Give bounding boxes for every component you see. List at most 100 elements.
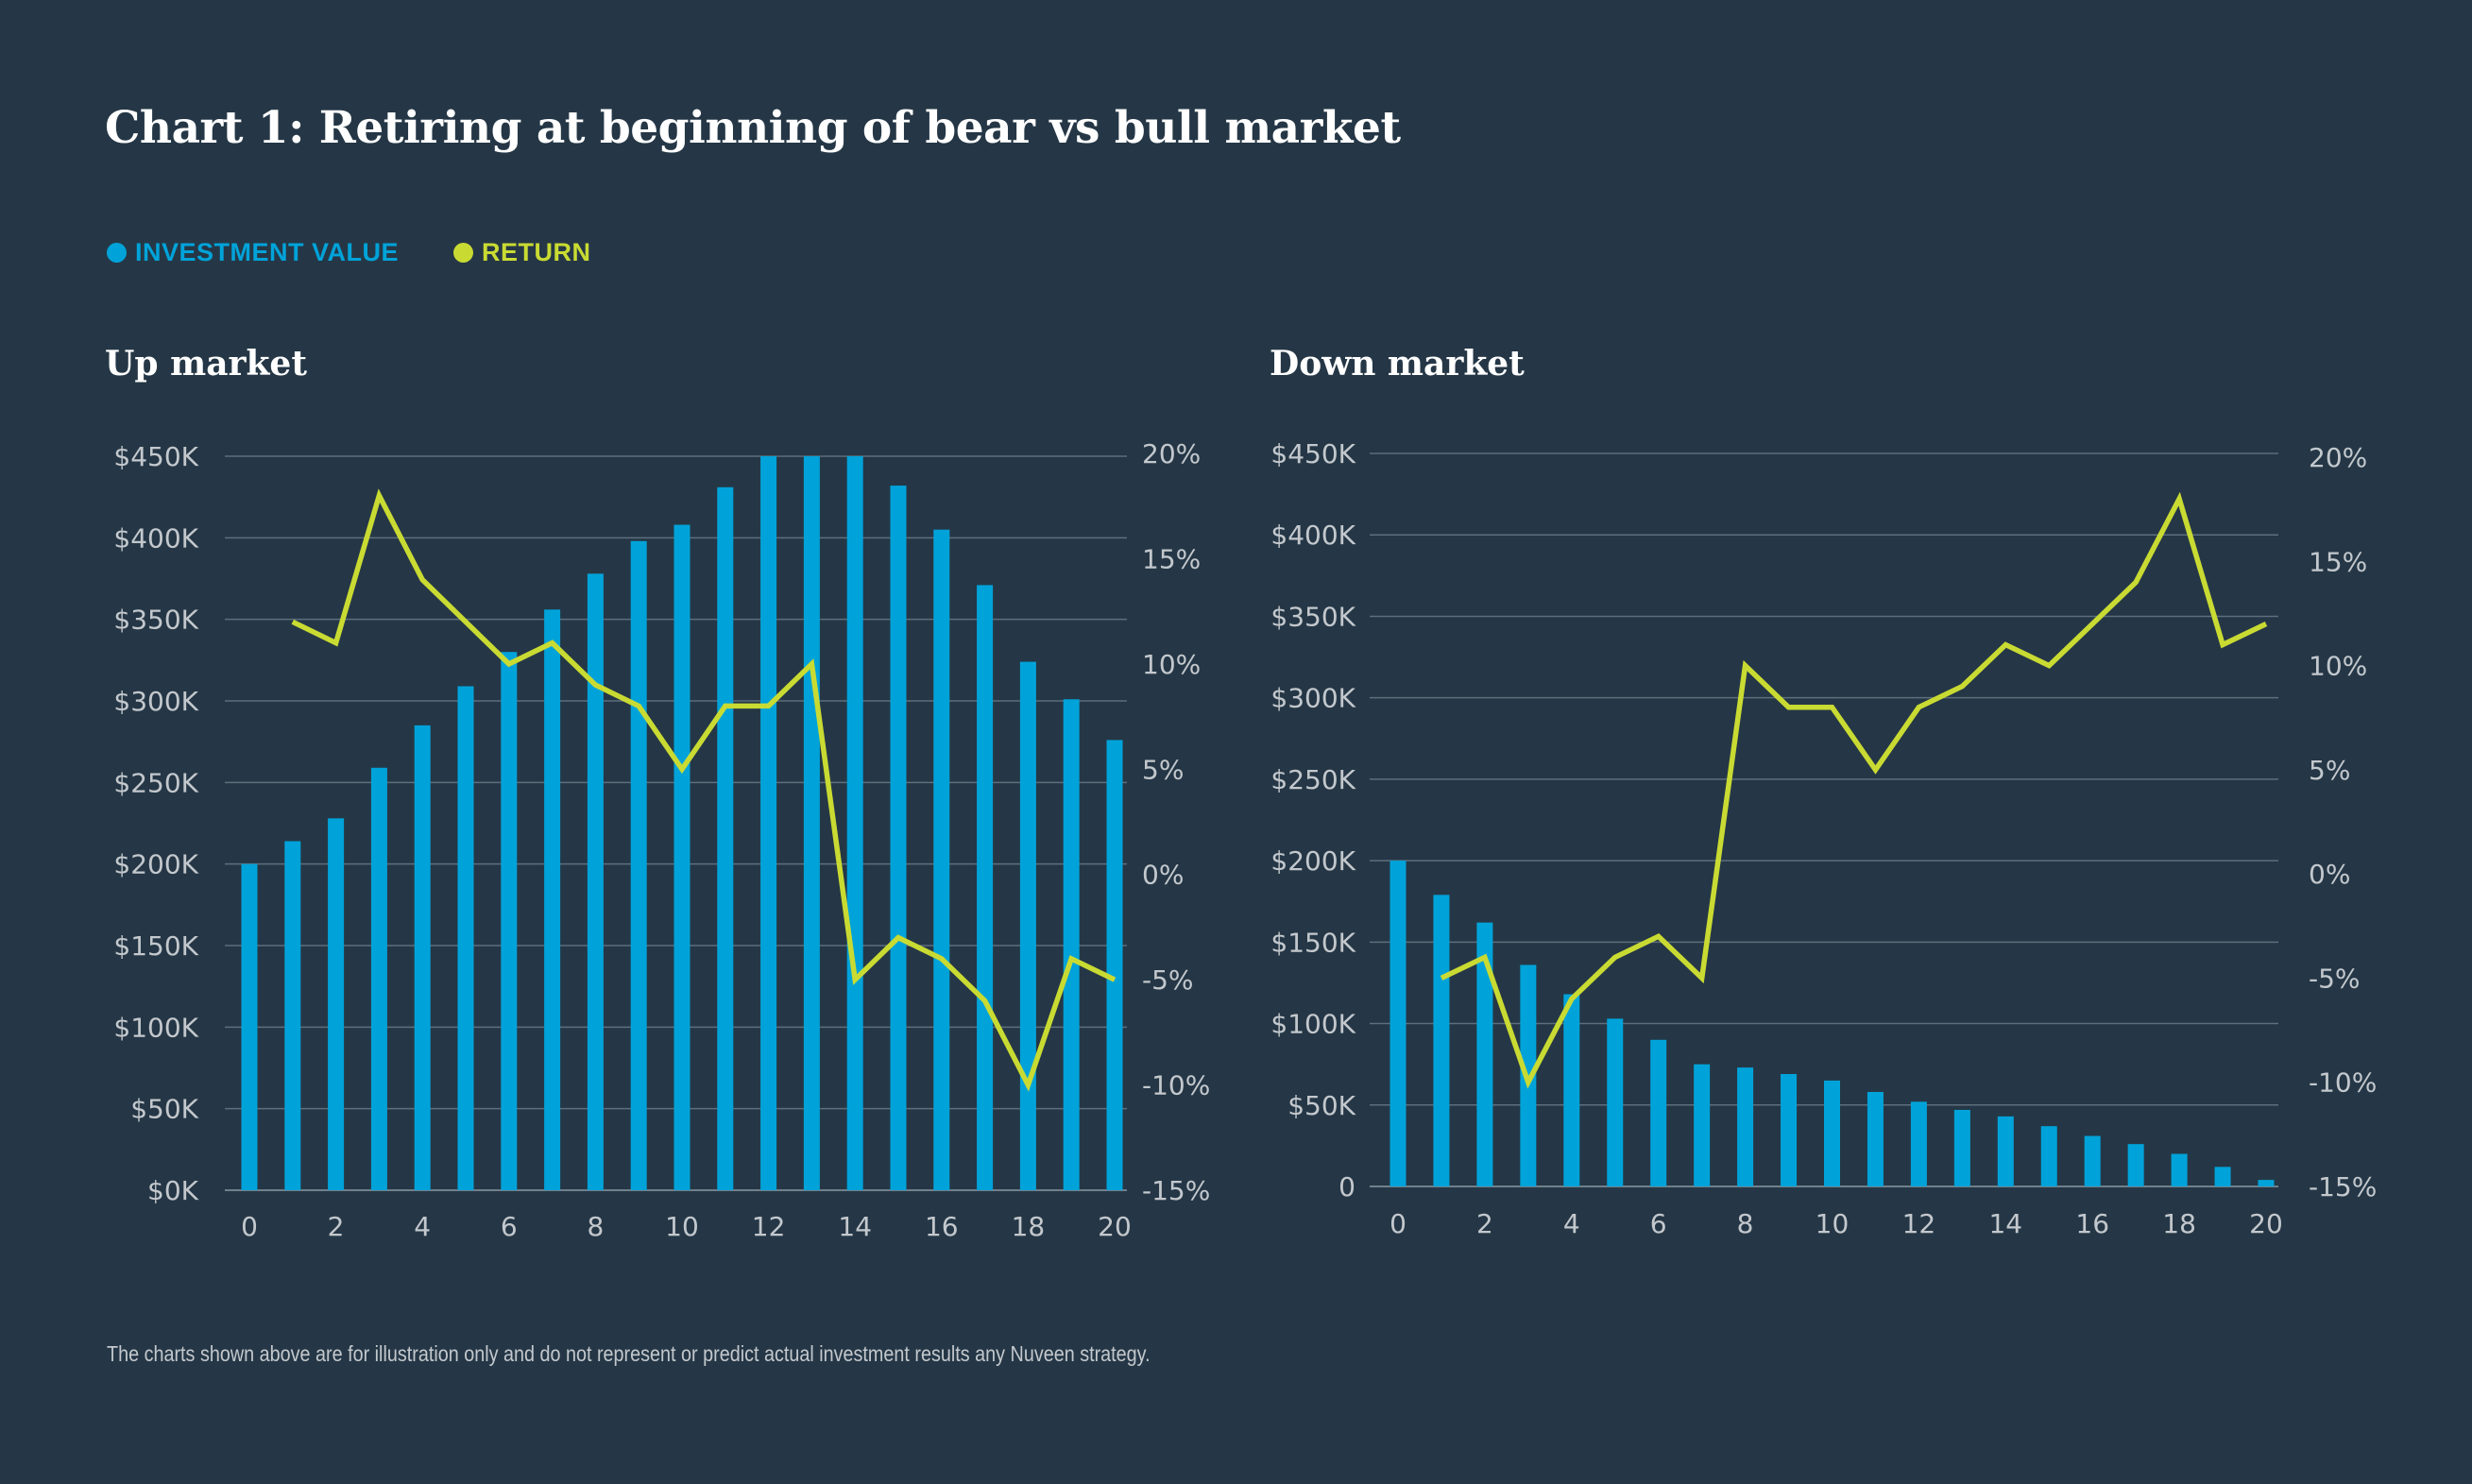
down-market-x-tick-label: 4 [1563,1208,1580,1239]
down-market-x-tick-label: 20 [2249,1208,2283,1239]
down-market-investment-bar [2127,1144,2144,1186]
up-market-investment-bar [717,486,734,1190]
up-market-investment-bar [328,818,345,1190]
up-market-x-tick-label: 14 [838,1211,872,1242]
up-market-y2-tick-label: 20% [1142,438,1201,469]
down-market-investment-bar [1694,1064,1711,1186]
up-market-y-tick-label: $50K [130,1094,198,1125]
up-market-y-tick-label: $200K [113,849,198,880]
up-market-investment-bar [1063,699,1080,1190]
up-market-investment-bar [241,863,258,1190]
down-market-x-tick-label: 6 [1650,1208,1667,1239]
down-market-y-tick-label: 0 [1338,1171,1355,1203]
up-market-x-tick-label: 0 [241,1211,258,1242]
up-market-y-tick-label: $250K [113,767,198,798]
up-market-y2-tick-label: -15% [1142,1175,1210,1206]
up-market-x-tick-label: 2 [328,1211,345,1242]
footnote: The charts shown above are for illustrat… [107,1341,1151,1366]
down-market-x-tick-label: 2 [1476,1208,1493,1239]
investment-value-dot-icon [107,243,127,263]
legend-label-return: RETURN [482,238,591,266]
up-market-investment-bar [501,652,518,1190]
down-market-investment-bar [2084,1135,2101,1186]
down-market-x-tick-label: 10 [1816,1208,1850,1239]
up-market-investment-bar [977,585,994,1190]
legend-item-return: RETURN [453,238,591,267]
up-market-y2-tick-label: -5% [1142,964,1194,996]
down-market-x-tick-label: 16 [2075,1208,2109,1239]
up-market-x-tick-label: 8 [587,1211,604,1242]
up-market-return-line [291,488,1117,1092]
down-market-investment-bar [1781,1074,1798,1186]
down-market-investment-bar [1563,994,1580,1186]
up-market-x-tick-label: 12 [752,1211,786,1242]
down-market-y2-tick-label: -10% [2309,1067,2377,1099]
down-market-y2-tick-label: 5% [2309,755,2350,786]
down-market-y-tick-label: $100K [1270,1009,1355,1040]
up-market-investment-bar [284,841,301,1190]
down-market-y2-tick-label: 0% [2309,859,2350,890]
up-market-y-tick-label: $350K [113,605,198,636]
down-market-investment-bar [1997,1116,2014,1186]
down-market-investment-bar [2258,1180,2275,1186]
up-market-investment-bar [370,767,387,1190]
up-market-x-tick-label: 6 [501,1211,518,1242]
up-market-y2-tick-label: 15% [1142,543,1201,574]
up-market-y-tick-label: $100K [113,1012,198,1043]
up-market-x-tick-label: 10 [665,1211,699,1242]
up-market-x-tick-label: 4 [414,1211,431,1242]
down-market-y2-tick-label: -5% [2309,963,2361,994]
down-market-investment-bar [1389,861,1406,1186]
legend-item-investment-value: INVESTMENT VALUE [107,238,399,267]
up-market-y-tick-label: $0K [147,1175,199,1206]
down-market-y2-tick-label: 20% [2309,442,2367,473]
down-market-y-tick-label: $50K [1287,1090,1355,1121]
up-market-investment-bar [846,456,863,1190]
up-market-investment-bar [630,540,647,1190]
up-market-title: Up market [105,344,307,384]
up-market-investment-bar [890,486,907,1190]
up-market-investment-bar [803,456,820,1190]
up-market-x-tick-label: 18 [1012,1211,1046,1242]
up-market-investment-bar [587,573,604,1190]
down-market-y-tick-label: $200K [1270,845,1355,877]
up-market-y-tick-label: $450K [113,441,198,472]
down-market-x-tick-label: 12 [1902,1208,1936,1239]
down-market-x-tick-label: 14 [1988,1208,2022,1239]
down-market-investment-bar [1607,1018,1624,1186]
down-market-return-line [1440,491,2268,1089]
up-market-y2-tick-label: -10% [1142,1070,1210,1101]
down-market-investment-bar [1953,1109,1970,1186]
down-market-y2-tick-label: -15% [2309,1171,2377,1203]
down-market-title: Down market [1270,344,1525,384]
up-market-x-tick-label: 16 [925,1211,959,1242]
down-market-y2-tick-label: 15% [2309,546,2367,577]
down-market-investment-bar [1867,1091,1884,1186]
up-market-y2-tick-label: 10% [1142,649,1201,680]
down-market-investment-bar [1433,895,1450,1186]
down-market-investment-bar [1476,922,1493,1186]
down-market-y-tick-label: $350K [1270,601,1355,632]
down-market-x-tick-label: 0 [1389,1208,1406,1239]
down-market-y-tick-label: $150K [1270,927,1355,958]
down-market-y-tick-label: $450K [1270,438,1355,469]
return-dot-icon [453,243,474,263]
down-market-y-tick-label: $400K [1270,520,1355,551]
down-market-investment-bar [2214,1167,2231,1186]
up-market-investment-bar [457,686,474,1190]
up-market-investment-bar [544,609,561,1190]
down-market-investment-bar [1650,1039,1667,1186]
up-market-x-tick-label: 20 [1098,1211,1132,1242]
down-market-x-tick-label: 8 [1737,1208,1754,1239]
up-market-investment-bar [414,725,431,1190]
down-market-investment-bar [1910,1101,1927,1186]
down-market-x-tick-label: 18 [2162,1208,2196,1239]
up-market-investment-bar [1019,661,1036,1190]
up-market-y-tick-label: $300K [113,686,198,717]
down-market-y2-tick-label: 10% [2309,651,2367,682]
down-market-investment-bar [1737,1067,1754,1186]
down-market-investment-bar [1824,1080,1840,1186]
up-market-investment-bar [673,524,690,1190]
chart-title: Chart 1: Retiring at beginning of bear v… [105,102,1401,154]
